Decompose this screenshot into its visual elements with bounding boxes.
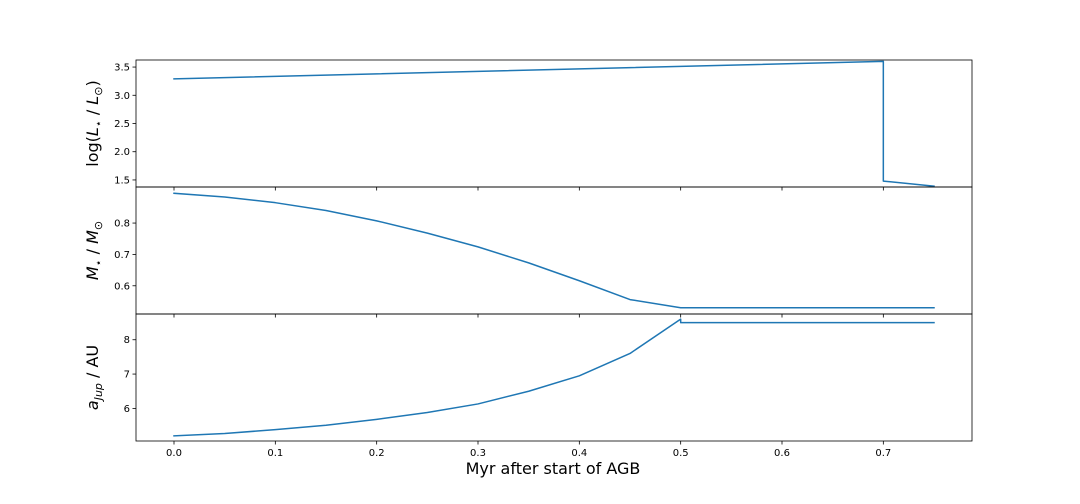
axes-frame-panel-2: [135, 186, 973, 315]
y-tick-label: 8: [124, 335, 130, 346]
series-line-panel-2: [173, 192, 935, 309]
y-tick-label: 7: [124, 370, 130, 381]
y-axis-label-panel-1: log(L⋆ / L⊙): [83, 80, 105, 166]
axes-frame-panel-3: [135, 313, 973, 442]
y-tick-label: 0.6: [114, 281, 130, 292]
x-tick-label: 0.0: [166, 448, 182, 459]
y-tick-label: 3.0: [114, 91, 130, 102]
y-tick-label: 0.8: [114, 219, 130, 230]
x-tick-label: 0.4: [571, 448, 587, 459]
y-tick-label: 2.5: [114, 119, 130, 130]
axes-frame-panel-1: [135, 59, 973, 188]
panel-1: 1.5 2.0 2.5 3.0 3.5 log(L⋆ / L⊙): [83, 59, 973, 191]
series-line-panel-3: [173, 318, 935, 437]
y-tick-label: 0.7: [114, 250, 130, 261]
y-axis-label-panel-3: aJup / AU: [83, 345, 105, 410]
x-tick-label: 0.1: [267, 448, 283, 459]
x-tick-label: 0.2: [369, 448, 385, 459]
y-tick-label: 3.5: [114, 63, 130, 74]
y-axis-label-panel-2: M⋆ / M⊙: [83, 221, 105, 280]
x-tick-label: 0.5: [673, 448, 689, 459]
x-tick-label: 0.6: [774, 448, 790, 459]
x-axis-label: Myr after start of AGB: [466, 459, 641, 478]
x-tick-label: 0.7: [875, 448, 891, 459]
series-line-panel-1: [173, 60, 935, 187]
panel-3: 6 7 8 0.0 0.1 0.2 0.3 0.4 0.5 0.6 0.7 aJup / AU: [83, 313, 973, 459]
y-tick-label: 1.5: [114, 175, 130, 186]
x-tick-label: 0.3: [470, 448, 486, 459]
panel-2: 0.6 0.7 0.8 M⋆ / M⊙: [83, 186, 973, 318]
y-tick-label: 2.0: [114, 147, 130, 158]
y-tick-label: 6: [124, 404, 130, 415]
